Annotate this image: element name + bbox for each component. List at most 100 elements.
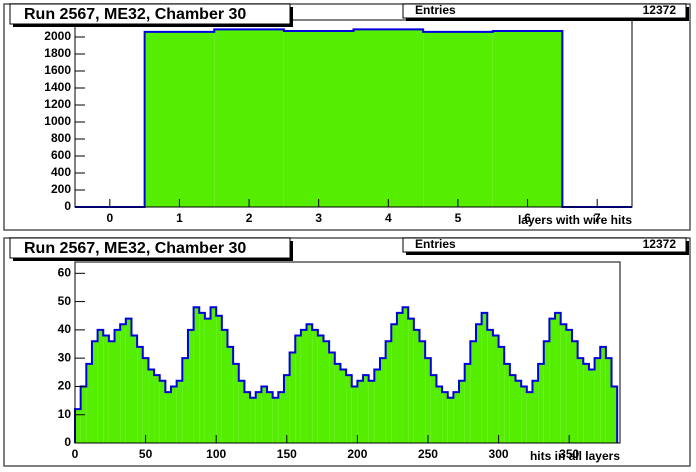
bar: [323, 341, 330, 443]
stats-value: 12372: [643, 237, 677, 251]
bar: [413, 329, 420, 443]
y-tick-label: 1600: [44, 63, 71, 77]
bar: [210, 307, 217, 443]
bar: [103, 335, 109, 443]
bar: [278, 392, 284, 443]
frame: [74, 19, 633, 208]
bar: [583, 363, 589, 443]
y-tick-label: 1800: [44, 46, 71, 60]
bar: [430, 375, 437, 443]
y-tick-label: 2000: [44, 29, 71, 43]
chart-title: Run 2567, ME32, Chamber 30: [24, 240, 246, 257]
bar: [137, 346, 143, 443]
bar: [204, 318, 211, 443]
y-tick-label: 10: [58, 407, 72, 421]
x-tick-label: 50: [139, 447, 153, 461]
x-tick-label: 350: [559, 447, 579, 461]
bar: [402, 307, 409, 443]
chart-title: Run 2567, ME32, Chamber 30: [24, 6, 246, 23]
bar: [154, 375, 160, 443]
bar: [374, 369, 380, 443]
bar: [498, 346, 505, 443]
bar: [255, 392, 262, 443]
bar: [295, 335, 301, 443]
y-tick-label: 200: [51, 182, 71, 196]
stats-label: Entries: [415, 237, 456, 251]
x-tick-label: 300: [489, 447, 509, 461]
bar: [142, 358, 149, 443]
bar: [594, 358, 601, 443]
x-tick-label: 100: [206, 447, 226, 461]
bar: [300, 329, 307, 443]
x-tick-label: 4: [385, 211, 392, 225]
bar: [120, 324, 126, 443]
bar: [475, 324, 482, 443]
bar: [267, 392, 273, 443]
bar: [193, 307, 200, 443]
x-tick-label: 3: [315, 211, 322, 225]
bar: [526, 392, 533, 443]
x-tick-label: 250: [418, 447, 438, 461]
stats-value: 12372: [643, 3, 677, 17]
x-tick-label: 1: [176, 211, 183, 225]
bar: [408, 318, 414, 443]
bar: [114, 329, 121, 443]
bar: [91, 341, 98, 443]
bar: [272, 397, 279, 443]
bar: [261, 386, 268, 443]
bar: [165, 392, 172, 443]
bar: [588, 369, 595, 443]
bar: [171, 386, 177, 443]
bar: [312, 329, 318, 443]
y-tick-label: 60: [58, 265, 72, 279]
bar: [442, 392, 448, 443]
bar: [214, 29, 284, 207]
bar: [125, 318, 132, 443]
bar: [577, 358, 584, 443]
stats-box: [402, 3, 687, 19]
y-tick-label: 1000: [44, 114, 71, 128]
bar: [353, 29, 424, 207]
bar: [391, 324, 397, 443]
y-tick-label: 600: [51, 148, 71, 162]
bar: [97, 329, 104, 443]
y-tick-label: 50: [58, 294, 72, 308]
bar: [521, 386, 527, 443]
bar: [419, 341, 426, 443]
bar: [492, 335, 499, 443]
bar: [363, 375, 369, 443]
bar: [199, 312, 205, 443]
bar: [238, 380, 245, 443]
bar: [600, 346, 606, 443]
y-tick-label: 30: [58, 350, 72, 364]
bar: [560, 324, 567, 443]
bar: [447, 397, 454, 443]
bar: [423, 31, 493, 208]
x-tick-label: 0: [106, 211, 113, 225]
y-tick-label: 20: [58, 379, 72, 393]
bar: [538, 363, 544, 443]
bar: [346, 375, 352, 443]
histogram-outline: [74, 306, 619, 443]
bar: [131, 335, 138, 443]
bar: [487, 329, 493, 443]
bar: [187, 329, 194, 443]
y-tick-label: 1200: [44, 97, 71, 111]
x-tick-label: 150: [277, 447, 297, 461]
x-axis-label: layers with wire hits: [518, 213, 632, 227]
stats-box: [402, 237, 687, 253]
y-tick-label: 400: [51, 165, 71, 179]
y-tick-label: 0: [64, 435, 71, 449]
bar: [306, 324, 313, 443]
bar: [176, 380, 183, 443]
stats-label: Entries: [415, 3, 456, 17]
bar: [504, 363, 510, 443]
bar: [244, 392, 251, 443]
bar: [368, 380, 375, 443]
bar: [481, 312, 488, 443]
bar: [459, 380, 465, 443]
bar: [227, 346, 234, 443]
bar: [108, 341, 115, 443]
bar: [329, 352, 335, 443]
